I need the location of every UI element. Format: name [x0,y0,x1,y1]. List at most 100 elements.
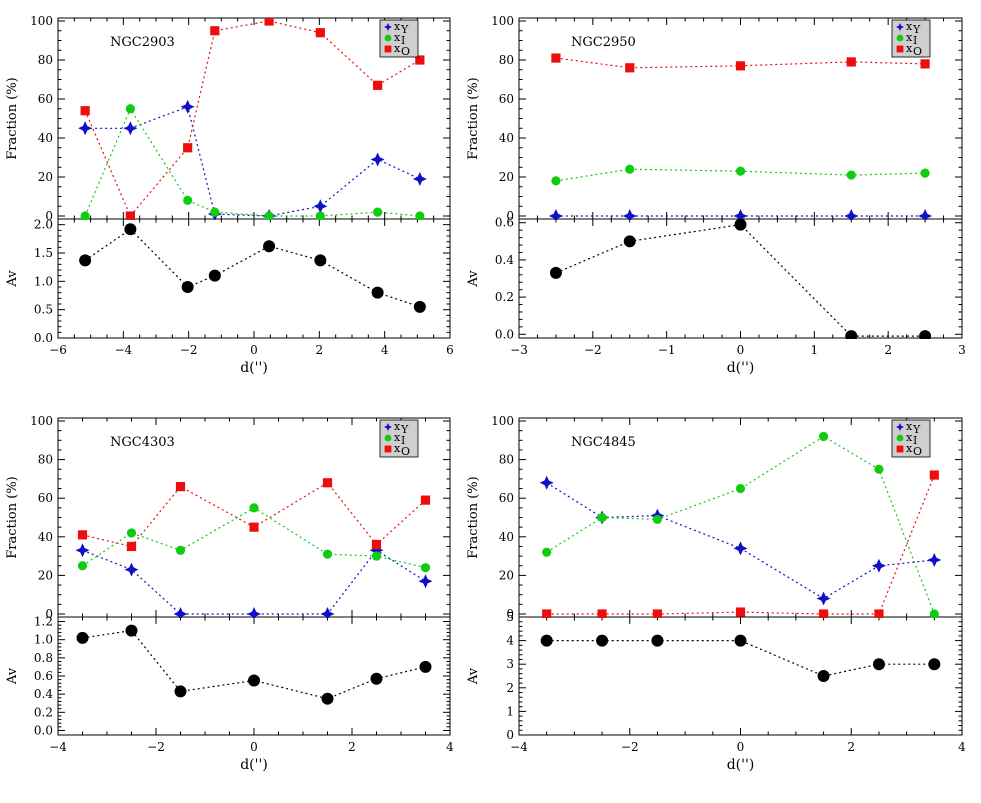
x-tick-label: −4 [510,740,528,754]
data-point-x-o [542,609,552,618]
x-tick-label: 0 [250,740,258,754]
x-tick-label: 4 [958,740,966,754]
legend: x Yx Ix O [891,419,931,458]
y-tick-label-top: 20 [38,568,53,582]
legend-subscript: O [401,445,410,458]
data-point-x-y [173,607,188,618]
data-point-x-i [373,207,383,217]
y-tick-label-bottom: 5 [506,610,514,624]
fraction-series-group [78,18,427,220]
y-tick-label-bottom: 0.2 [495,290,514,304]
data-point-x-o [249,522,259,532]
legend: x Yx Ix O [891,19,931,58]
data-point-x-o [420,495,431,505]
av-data-point [181,281,194,293]
fraction-series-group [548,53,933,220]
legend-marker-young [896,23,904,31]
legend-label: x [906,42,913,55]
y-tick-label-top: 20 [38,170,53,184]
data-point-x-i [625,164,635,174]
av-data-point [734,634,747,647]
y-tick-label-top: 20 [499,568,514,582]
y-tick-label-top: 60 [499,491,514,505]
av-data-point [419,660,432,673]
data-point-x-y [320,607,335,618]
y-tick-label-bottom: 0.0 [495,327,514,341]
av-data-point [872,658,885,671]
legend-subscript: I [913,434,917,447]
x-tick-label: 2 [884,343,892,357]
data-point-x-y [123,121,138,136]
data-point-x-i [846,170,856,180]
av-data-point [919,330,932,339]
x-tick-label: −6 [49,343,67,357]
legend-subscript: Y [400,23,409,36]
x-tick-label: 6 [446,343,454,357]
data-point-x-i [125,104,135,114]
data-point-x-o [874,609,884,618]
y-tick-label-bottom: 1.0 [34,274,53,288]
x-tick-label: 4 [381,343,389,357]
data-point-x-i [551,176,561,186]
y-axis-label-bottom: Av [466,667,481,685]
series-line-x-y [546,482,935,600]
x-tick-label: −2 [621,740,639,754]
data-point-x-o [735,61,746,71]
data-point-x-i [80,211,90,220]
av-data-point [79,254,92,267]
x-tick-label: −1 [658,343,676,357]
y-tick-label-top: 60 [499,92,514,106]
y-tick-label-bottom: 0.4 [34,687,53,701]
av-data-point [845,330,858,339]
data-point-x-o [183,143,193,153]
y-axis-label-bottom: Av [5,667,20,685]
data-point-x-y [844,209,859,220]
y-tick-label-bottom: 1.0 [34,633,53,647]
y-tick-label-top: 100 [30,14,53,28]
galaxy-name-label: NGC4303 [110,435,175,450]
y-tick-label-bottom: 1.5 [34,246,53,260]
legend-label: x [394,442,401,455]
y-tick-label-top: 40 [499,530,514,544]
data-point-x-y [539,475,554,490]
av-data-point [263,240,276,253]
data-point-x-i [415,211,425,220]
x-tick-label: 2 [847,740,855,754]
data-point-x-o [371,539,382,550]
galaxy-name-label: NGC2903 [110,35,175,50]
y-tick-label-top: 40 [38,131,53,145]
x-tick-label: 3 [958,343,966,357]
data-point-x-y [412,171,427,186]
y-tick-label-top: 100 [30,414,53,428]
legend-label: x [394,420,401,433]
legend-marker-young [896,423,904,431]
legend: x Yx Ix O [379,419,419,458]
av-series-group [76,624,432,705]
y-tick-label-bottom: 2.0 [34,218,53,232]
legend-subscript: I [913,34,917,47]
series-line-x-o [82,482,426,548]
y-tick-label-top: 40 [38,530,53,544]
data-point-x-o [315,28,325,38]
data-point-x-y [124,562,139,577]
av-data-point [174,685,187,698]
legend-marker-old [896,445,904,453]
data-point-x-y [78,121,93,136]
y-tick-label-bottom: 0 [506,728,514,742]
av-series-group [540,634,941,682]
legend-subscript: Y [400,423,409,436]
data-point-x-y [369,543,384,558]
legend-subscript: Y [912,423,921,436]
y-tick-label-top: 80 [38,453,53,467]
data-point-x-y [816,591,831,606]
y-axis-label-top: Fraction (%) [5,77,20,159]
y-axis-label-top: Fraction (%) [466,77,481,159]
y-tick-label-bottom: 0.6 [34,669,53,683]
y-tick-label-bottom: 4 [506,634,514,648]
x-axis-label: d('') [727,360,755,376]
x-tick-label: 2 [348,740,356,754]
av-data-point [321,692,334,705]
av-line [84,228,420,308]
